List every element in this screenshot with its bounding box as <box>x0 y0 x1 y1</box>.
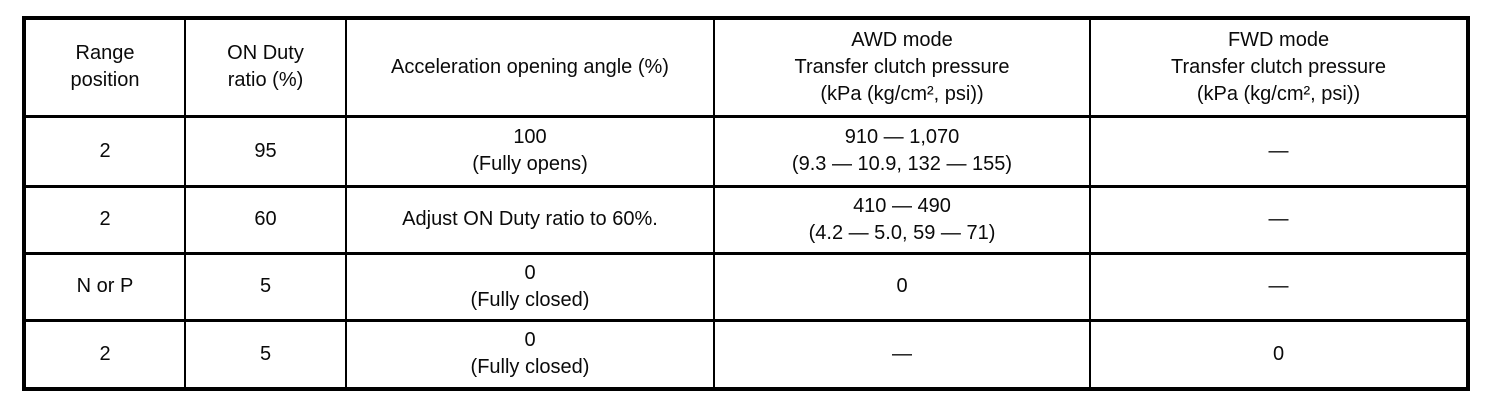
cell-range-position: 2 <box>23 318 186 391</box>
cell-acceleration-opening-angle: 0 (Fully closed) <box>345 318 715 391</box>
cell-on-duty-ratio: 95 <box>184 114 347 188</box>
header-row: Range position ON Duty ratio (%) Acceler… <box>23 16 1469 118</box>
cell-acceleration-opening-angle: 100 (Fully opens) <box>345 114 715 188</box>
cell-awd-mode-pressure: 910 — 1,070 (9.3 — 10.9, 132 — 155) <box>713 114 1091 188</box>
column-header-awd-mode-pressure: AWD mode Transfer clutch pressure (kPa (… <box>713 16 1091 118</box>
cell-range-position: 2 <box>23 114 186 188</box>
cell-fwd-mode-pressure: — <box>1089 251 1469 322</box>
column-header-fwd-mode-pressure: FWD mode Transfer clutch pressure (kPa (… <box>1089 16 1469 118</box>
column-header-on-duty-ratio: ON Duty ratio (%) <box>184 16 347 118</box>
cell-acceleration-opening-angle: Adjust ON Duty ratio to 60%. <box>345 184 715 255</box>
cell-fwd-mode-pressure: — <box>1089 184 1469 255</box>
cell-range-position: N or P <box>23 251 186 322</box>
table-row: N or P 5 0 (Fully closed) 0 — <box>23 251 1469 322</box>
column-header-range-position: Range position <box>23 16 186 118</box>
cell-awd-mode-pressure: 410 — 490 (4.2 — 5.0, 59 — 71) <box>713 184 1091 255</box>
cell-range-position: 2 <box>23 184 186 255</box>
cell-fwd-mode-pressure: — <box>1089 114 1469 188</box>
table-row: 2 95 100 (Fully opens) 910 — 1,070 (9.3 … <box>23 114 1469 188</box>
cell-on-duty-ratio: 5 <box>184 251 347 322</box>
table-row: 2 5 0 (Fully closed) — 0 <box>23 318 1469 391</box>
cell-awd-mode-pressure: 0 <box>713 251 1091 322</box>
transfer-clutch-pressure-table: Range position ON Duty ratio (%) Acceler… <box>22 16 1470 391</box>
column-header-acceleration-opening-angle: Acceleration opening angle (%) <box>345 16 715 118</box>
cell-acceleration-opening-angle: 0 (Fully closed) <box>345 251 715 322</box>
cell-fwd-mode-pressure: 0 <box>1089 318 1469 391</box>
cell-on-duty-ratio: 5 <box>184 318 347 391</box>
cell-awd-mode-pressure: — <box>713 318 1091 391</box>
table-row: 2 60 Adjust ON Duty ratio to 60%. 410 — … <box>23 184 1469 255</box>
cell-on-duty-ratio: 60 <box>184 184 347 255</box>
